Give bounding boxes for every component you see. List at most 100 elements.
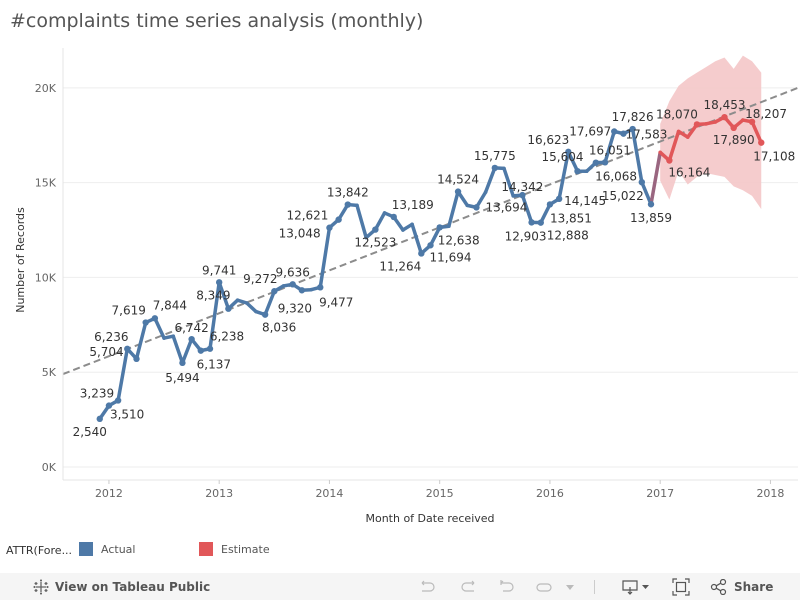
data-point [546, 201, 554, 208]
data-point [473, 204, 480, 211]
data-point [758, 139, 765, 146]
pause-dropdown-icon [566, 584, 574, 590]
data-point [502, 166, 506, 171]
axes: 0K 5K 10K 15K 20K 2012 2013 2014 2015 2016 2017 201… [35, 48, 798, 500]
data-label: 12,523 [354, 236, 396, 250]
toolbar: View on Tableau Public Share [0, 573, 800, 600]
data-label: 2,540 [73, 425, 107, 439]
data-point [427, 242, 434, 249]
data-point [511, 194, 515, 198]
x-tick-label: 2018 [756, 487, 784, 500]
data-point [142, 319, 149, 326]
data-label: 8,349 [196, 289, 230, 303]
data-point [713, 120, 718, 124]
data-label: 14,342 [501, 180, 543, 194]
data-label: 5,494 [165, 371, 199, 385]
data-label: 11,264 [379, 259, 421, 273]
refresh-icon [536, 582, 552, 592]
share-button[interactable]: Share [710, 573, 773, 600]
data-label: 7,844 [153, 298, 187, 312]
redo-button[interactable] [459, 573, 477, 600]
data-point [271, 288, 278, 295]
data-point [519, 191, 526, 199]
data-point [105, 402, 113, 409]
pause-dropdown-button[interactable] [565, 573, 575, 600]
data-point [151, 315, 159, 322]
data-point [693, 121, 701, 128]
data-point [748, 118, 756, 126]
data-label: 16,068 [595, 169, 637, 183]
data-point [114, 397, 122, 404]
page-title: #complaints time series analysis (monthl… [10, 10, 424, 32]
legend-swatch-actual [79, 542, 93, 556]
data-label: 15,775 [474, 149, 516, 163]
data-label: 13,048 [279, 227, 321, 241]
data-point [454, 188, 462, 195]
data-point [162, 336, 166, 340]
data-point [620, 130, 627, 137]
undo-button[interactable] [419, 573, 437, 600]
data-label: 12,888 [547, 229, 589, 243]
data-point [465, 203, 470, 208]
data-label: 9,741 [202, 263, 236, 277]
data-label: 15,604 [542, 150, 584, 164]
data-point [592, 159, 600, 166]
undo-icon [421, 580, 435, 592]
redo-icon [461, 580, 475, 592]
data-point [730, 124, 737, 132]
y-tick-label: 5K [42, 366, 57, 379]
data-point [281, 284, 286, 288]
data-point [197, 347, 205, 354]
legend-item-actual[interactable]: Actual [79, 542, 135, 556]
refresh-button[interactable] [535, 573, 553, 600]
data-label: 18,207 [745, 107, 787, 121]
data-point [235, 298, 240, 302]
data-label: 9,320 [278, 301, 312, 315]
data-label: 9,272 [243, 272, 277, 286]
y-tick-label: 15K [35, 177, 57, 190]
data-point [344, 201, 352, 208]
view-on-tableau-public-button[interactable]: View on Tableau Public [33, 573, 210, 600]
data-label: 16,164 [668, 166, 710, 180]
legend-label-actual: Actual [101, 542, 136, 556]
fullscreen-button[interactable] [672, 573, 690, 600]
data-point [171, 334, 176, 338]
fullscreen-icon [672, 577, 690, 596]
data-label: 13,859 [630, 211, 672, 225]
data-point [741, 118, 745, 122]
data-point [225, 305, 232, 312]
data-point [215, 279, 223, 286]
data-point [244, 301, 249, 305]
data-label: 14,524 [437, 173, 479, 187]
data-label: 18,453 [704, 98, 746, 112]
data-point [355, 203, 359, 208]
view-on-tableau-public-label: View on Tableau Public [55, 579, 211, 594]
data-point [584, 169, 589, 174]
revert-button[interactable] [498, 573, 516, 600]
share-label: Share [734, 579, 774, 594]
legend-item-estimate[interactable]: Estimate [199, 542, 270, 556]
y-tick-label: 10K [35, 271, 57, 284]
data-label: 9,636 [276, 265, 310, 279]
data-point [179, 359, 186, 367]
data-point [666, 157, 673, 164]
data-label: 7,619 [112, 304, 146, 318]
x-axis-title: Month of Date received [365, 512, 494, 525]
data-label: 12,638 [438, 233, 480, 247]
download-button[interactable] [621, 573, 651, 600]
toolbar-divider [594, 573, 595, 600]
data-point [685, 135, 690, 139]
data-point [372, 226, 379, 233]
data-label: 9,477 [319, 295, 353, 309]
data-label: 12,621 [286, 209, 328, 223]
data-point [298, 287, 306, 294]
data-label: 17,697 [569, 124, 611, 138]
data-label: 15,022 [602, 189, 644, 203]
data-point [565, 148, 572, 156]
x-tick-label: 2013 [205, 487, 233, 500]
data-point [447, 224, 451, 229]
gridlines [63, 87, 798, 468]
data-label: 16,051 [589, 144, 631, 158]
data-point [528, 219, 535, 226]
data-label: 6,236 [94, 330, 128, 344]
